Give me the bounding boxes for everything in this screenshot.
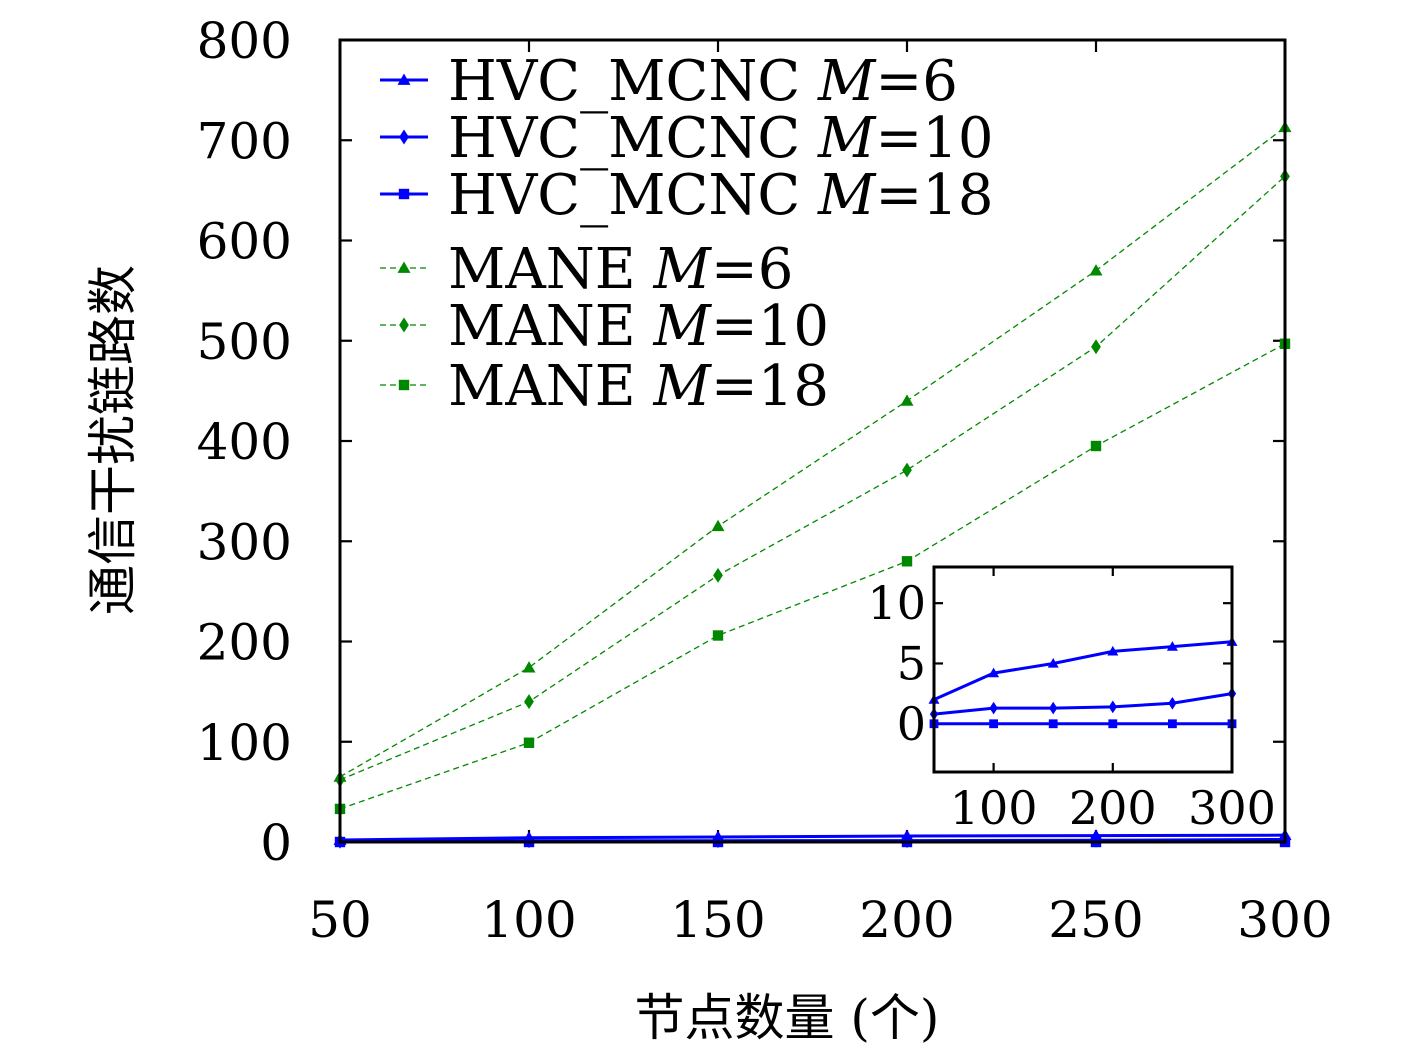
- y-tick-label: 400: [197, 413, 292, 471]
- x-tick-label: 100: [481, 891, 576, 949]
- y-tick-label: 0: [260, 814, 292, 872]
- y-tick-label: 600: [197, 213, 292, 271]
- ticks: 50 100 150 200 250 30001002003004005006007008…: [197, 12, 1333, 949]
- y-tick-label: 200: [197, 614, 292, 672]
- inset-plot: 100 200 300 0 5 10: [867, 565, 1276, 835]
- y-tick-label: 700: [197, 112, 292, 170]
- inset-data-point: [1047, 657, 1059, 668]
- series-line: [339, 175, 1286, 781]
- inset-series-line: [933, 640, 1233, 702]
- inset-data-point: [1049, 701, 1058, 715]
- inset-data-point: [989, 719, 998, 729]
- inset-data-point: [1166, 641, 1178, 651]
- series-line: [339, 126, 1286, 778]
- legend-label: MANE M=6: [448, 237, 793, 302]
- data-point: [711, 519, 725, 532]
- legend-label: HVC_MCNC M=18: [448, 163, 994, 228]
- y-tick-label: 800: [197, 12, 292, 70]
- data-point: [524, 694, 534, 710]
- legend-entry: HVC_MCNC M=6: [380, 49, 958, 114]
- data-point: [900, 394, 914, 406]
- y-tick-label: 100: [197, 714, 292, 772]
- x-tick-label: 50: [308, 891, 372, 949]
- y-tick-label: 500: [197, 313, 292, 371]
- inset-data-point: [1108, 719, 1118, 729]
- legend-marker: [398, 379, 410, 391]
- x-tick-label: 150: [670, 891, 765, 949]
- inset-data-point: [1107, 645, 1119, 656]
- legend-entry: HVC_MCNC M=18: [380, 163, 994, 228]
- frame: [338, 38, 1287, 844]
- x-tick-label: 200: [859, 891, 954, 949]
- data-point: [523, 737, 535, 748]
- inset-y-tick-label: 0: [897, 697, 926, 751]
- inset-x-tick-label: 300: [1188, 781, 1276, 835]
- data-point: [1090, 440, 1102, 452]
- inset-data-point: [1168, 719, 1177, 729]
- data-point: [713, 567, 723, 583]
- main-plot: 50 100 150 200 250 30001002003004005006007008…: [197, 12, 1333, 949]
- inset-data-point: [988, 667, 1000, 678]
- inset-data-point: [1108, 700, 1117, 714]
- x-tick-label: 250: [1048, 891, 1143, 949]
- data-point: [522, 661, 536, 673]
- inset-series-1: [929, 687, 1237, 721]
- legend-marker: [397, 73, 411, 85]
- series-line: [339, 833, 1286, 842]
- legend-label: MANE M=18: [448, 354, 829, 419]
- data-point: [902, 462, 912, 478]
- inset-x-tick-label: 200: [1069, 781, 1157, 835]
- legend-label: HVC_MCNC M=6: [448, 49, 958, 114]
- legend-marker: [399, 129, 409, 145]
- inset-data-point: [989, 701, 998, 715]
- y-axis-title: 通信干扰链路数: [84, 265, 142, 615]
- legend-label: HVC_MCNC M=10: [448, 106, 994, 171]
- legend-entry: MANE M=18: [380, 354, 829, 419]
- legend-entry: MANE M=6: [380, 237, 793, 302]
- legend-marker: [397, 261, 411, 273]
- inset-y-tick-label: 5: [897, 636, 926, 690]
- x-tick-label: 300: [1237, 891, 1332, 949]
- legend-marker: [399, 317, 409, 333]
- data-point: [901, 556, 913, 567]
- data-point: [1089, 264, 1103, 276]
- inset-data-point: [1048, 719, 1058, 729]
- legend-entry: HVC_MCNC M=10: [380, 106, 994, 171]
- inset-data-point: [1168, 696, 1177, 710]
- series-4: [335, 168, 1290, 788]
- y-tick-label: 300: [197, 513, 292, 571]
- inset-x-tick-label: 100: [950, 781, 1038, 835]
- x-axis-title: 节点数量 (个): [635, 989, 940, 1047]
- inset-frame: [932, 565, 1234, 774]
- inset-background: [934, 567, 1232, 772]
- data-point: [712, 630, 724, 641]
- inset-series-line: [933, 692, 1233, 716]
- legend-label: MANE M=10: [448, 294, 829, 359]
- inset-y-tick-label: 10: [867, 576, 926, 630]
- data-point: [1091, 339, 1101, 355]
- legend-marker: [398, 188, 410, 200]
- legend-entry: MANE M=10: [380, 294, 829, 359]
